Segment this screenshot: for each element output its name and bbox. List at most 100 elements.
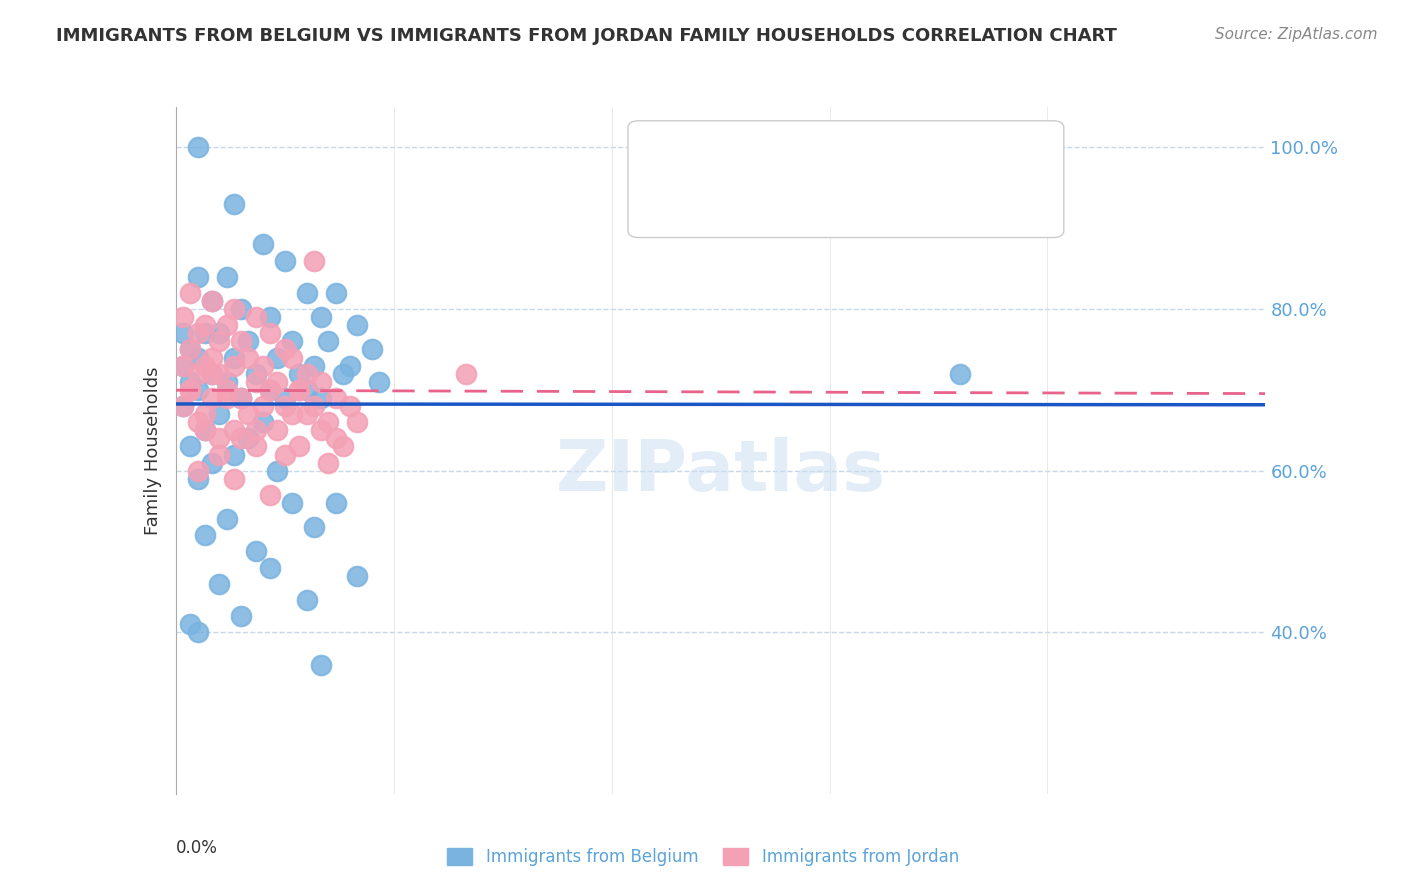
Immigrants from Belgium: [318, 334, 340, 349]
Immigrants from Belgium: [201, 367, 224, 381]
Immigrants from Belgium: [281, 496, 304, 510]
Immigrants from Jordan: [325, 431, 347, 445]
Immigrants from Jordan: [179, 285, 201, 300]
Immigrants from Belgium: [172, 359, 194, 373]
Text: IMMIGRANTS FROM BELGIUM VS IMMIGRANTS FROM JORDAN FAMILY HOUSEHOLDS CORRELATION : IMMIGRANTS FROM BELGIUM VS IMMIGRANTS FR…: [56, 27, 1118, 45]
Immigrants from Jordan: [266, 375, 288, 389]
Immigrants from Jordan: [238, 407, 260, 421]
Immigrants from Jordan: [194, 407, 217, 421]
Immigrants from Belgium: [208, 576, 231, 591]
Immigrants from Jordan: [318, 415, 340, 429]
Immigrants from Belgium: [949, 367, 972, 381]
Immigrants from Jordan: [252, 359, 274, 373]
Immigrants from Jordan: [274, 448, 297, 462]
Immigrants from Jordan: [208, 367, 231, 381]
Immigrants from Jordan: [259, 488, 281, 502]
Immigrants from Jordan: [201, 293, 224, 308]
Immigrants from Jordan: [179, 343, 201, 357]
Immigrants from Belgium: [194, 326, 217, 341]
Immigrants from Jordan: [201, 351, 224, 365]
Immigrants from Jordan: [194, 359, 217, 373]
Immigrants from Belgium: [259, 310, 281, 325]
Immigrants from Jordan: [281, 351, 304, 365]
Y-axis label: Family Households: Family Households: [143, 367, 162, 534]
Immigrants from Jordan: [288, 383, 311, 397]
Immigrants from Belgium: [172, 326, 194, 341]
Immigrants from Jordan: [186, 464, 209, 478]
Immigrants from Jordan: [215, 318, 238, 333]
Immigrants from Belgium: [201, 456, 224, 470]
Immigrants from Belgium: [179, 343, 201, 357]
Immigrants from Jordan: [231, 391, 253, 405]
Immigrants from Jordan: [215, 391, 238, 405]
Immigrants from Belgium: [325, 285, 347, 300]
Immigrants from Jordan: [231, 334, 253, 349]
Immigrants from Belgium: [186, 140, 209, 154]
Immigrants from Jordan: [222, 301, 245, 316]
Immigrants from Belgium: [245, 367, 267, 381]
Immigrants from Jordan: [222, 423, 245, 437]
Immigrants from Jordan: [172, 359, 194, 373]
Immigrants from Belgium: [238, 334, 260, 349]
Immigrants from Belgium: [186, 625, 209, 640]
Immigrants from Belgium: [281, 334, 304, 349]
Immigrants from Belgium: [259, 560, 281, 574]
Immigrants from Jordan: [215, 383, 238, 397]
Immigrants from Belgium: [231, 301, 253, 316]
Legend: Immigrants from Belgium, Immigrants from Jordan: Immigrants from Belgium, Immigrants from…: [439, 840, 967, 875]
Immigrants from Jordan: [172, 399, 194, 413]
Immigrants from Belgium: [288, 367, 311, 381]
Text: ZIPatlas: ZIPatlas: [555, 436, 886, 506]
Immigrants from Belgium: [309, 310, 332, 325]
Immigrants from Belgium: [231, 391, 253, 405]
Immigrants from Belgium: [231, 609, 253, 624]
Immigrants from Jordan: [259, 326, 281, 341]
Immigrants from Belgium: [201, 293, 224, 308]
Immigrants from Belgium: [368, 375, 391, 389]
Immigrants from Jordan: [302, 253, 325, 268]
Immigrants from Belgium: [222, 351, 245, 365]
Immigrants from Belgium: [172, 399, 194, 413]
Immigrants from Belgium: [245, 544, 267, 558]
Text: 0.0%: 0.0%: [176, 838, 218, 856]
Immigrants from Jordan: [245, 423, 267, 437]
Immigrants from Jordan: [295, 367, 318, 381]
Immigrants from Belgium: [309, 391, 332, 405]
Immigrants from Belgium: [186, 472, 209, 486]
Immigrants from Jordan: [259, 383, 281, 397]
Immigrants from Belgium: [346, 318, 368, 333]
Immigrants from Jordan: [194, 423, 217, 437]
Immigrants from Belgium: [332, 367, 354, 381]
Immigrants from Jordan: [222, 472, 245, 486]
Immigrants from Belgium: [360, 343, 382, 357]
Immigrants from Belgium: [302, 520, 325, 534]
FancyBboxPatch shape: [628, 120, 1064, 237]
Immigrants from Belgium: [179, 439, 201, 453]
Immigrants from Jordan: [318, 456, 340, 470]
Immigrants from Belgium: [215, 269, 238, 284]
Immigrants from Jordan: [179, 383, 201, 397]
Immigrants from Belgium: [215, 375, 238, 389]
Immigrants from Jordan: [281, 407, 304, 421]
Immigrants from Jordan: [245, 375, 267, 389]
Immigrants from Jordan: [252, 399, 274, 413]
Immigrants from Jordan: [332, 439, 354, 453]
Immigrants from Belgium: [222, 197, 245, 211]
Immigrants from Belgium: [238, 431, 260, 445]
Immigrants from Jordan: [222, 359, 245, 373]
Legend:   R = -0.007    N = 65,   R = -0.036    N = 69: R = -0.007 N = 65, R = -0.036 N = 69: [796, 130, 1060, 206]
Immigrants from Jordan: [309, 375, 332, 389]
Immigrants from Belgium: [194, 423, 217, 437]
Immigrants from Jordan: [245, 439, 267, 453]
Immigrants from Jordan: [208, 448, 231, 462]
Immigrants from Belgium: [208, 407, 231, 421]
Immigrants from Belgium: [302, 359, 325, 373]
Immigrants from Belgium: [186, 269, 209, 284]
Immigrants from Jordan: [231, 431, 253, 445]
Immigrants from Belgium: [186, 351, 209, 365]
Immigrants from Jordan: [186, 415, 209, 429]
Immigrants from Belgium: [339, 359, 361, 373]
Immigrants from Jordan: [245, 310, 267, 325]
Immigrants from Belgium: [179, 617, 201, 632]
Immigrants from Belgium: [252, 415, 274, 429]
